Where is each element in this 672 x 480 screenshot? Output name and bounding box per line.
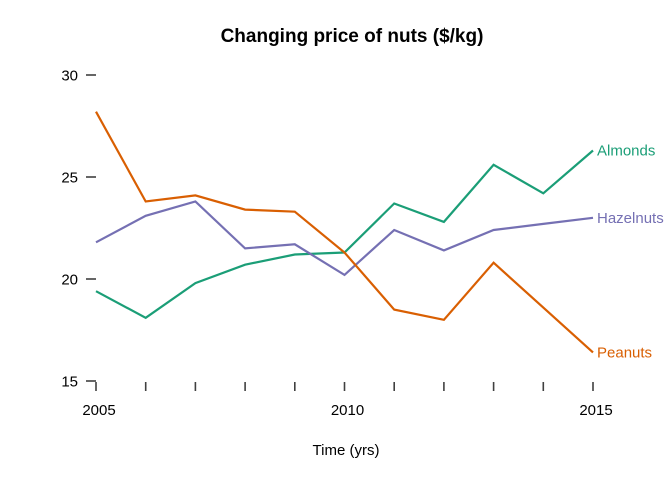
y-tick-label: 25 xyxy=(61,170,78,187)
series-label-almonds: Almonds xyxy=(597,142,655,159)
y-tick-label: 20 xyxy=(61,272,78,289)
series-label-hazelnuts: Hazelnuts xyxy=(597,210,664,227)
x-axis: 2005 2010 2015 xyxy=(82,382,613,419)
y-axis: 15 20 25 30 xyxy=(61,68,96,391)
y-tick-label: 15 xyxy=(61,374,78,391)
chart-title: Changing price of nuts ($/kg) xyxy=(220,26,484,47)
x-tick-label: 2015 xyxy=(579,402,612,419)
series-label-peanuts: Peanuts xyxy=(597,344,652,361)
series-line-peanuts xyxy=(95,111,594,354)
series-line-hazelnuts xyxy=(95,200,594,277)
series-line-almonds xyxy=(95,149,594,320)
x-tick-label: 2005 xyxy=(82,402,115,419)
y-tick-label: 30 xyxy=(61,68,78,85)
x-axis-label: Time (yrs) xyxy=(312,442,380,459)
x-tick-label: 2010 xyxy=(331,402,364,419)
